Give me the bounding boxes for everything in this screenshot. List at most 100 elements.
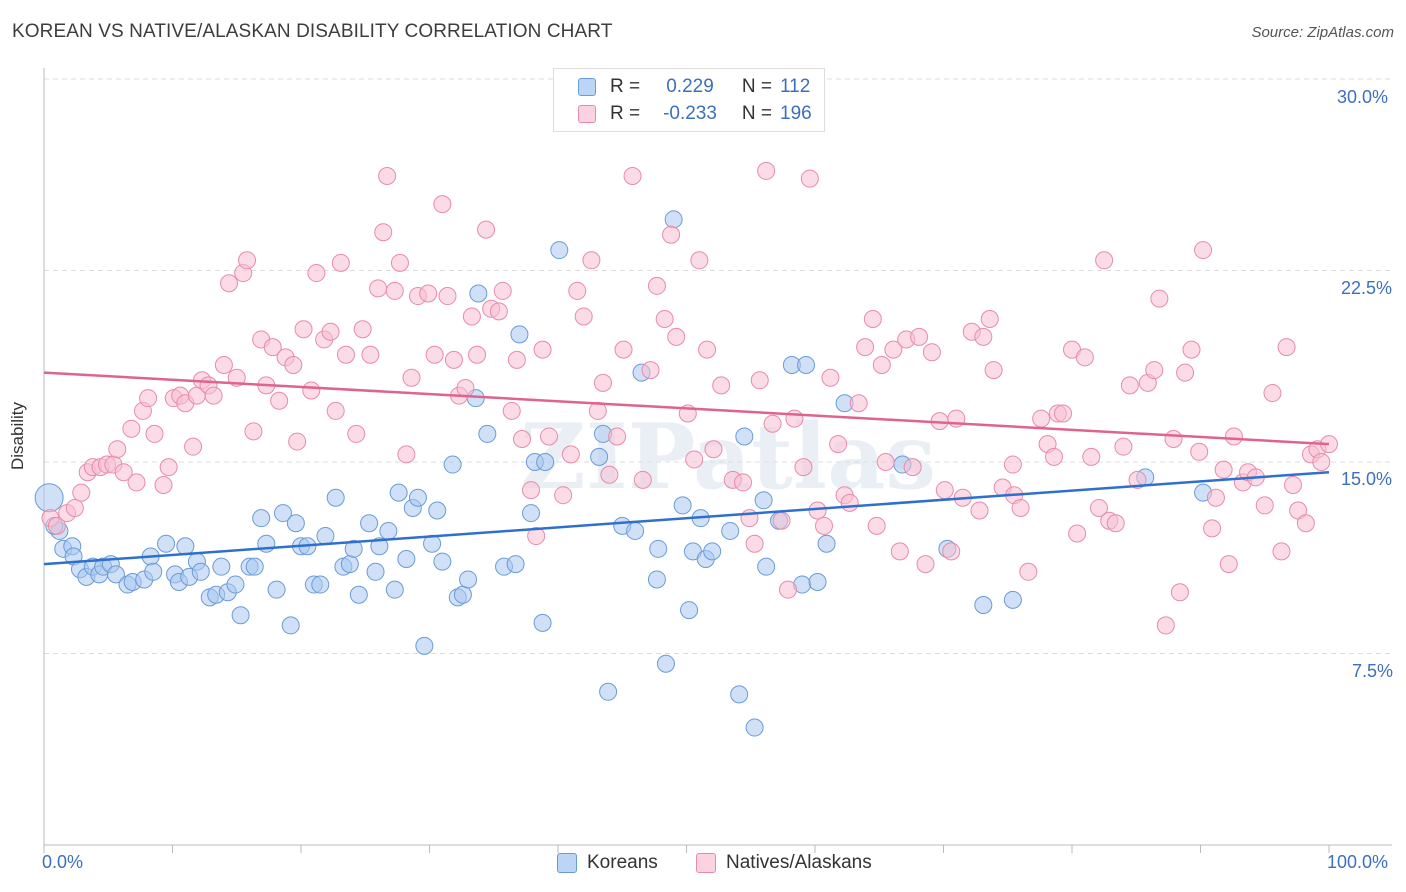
native-point [623, 167, 642, 186]
y-tick-label: 22.5% [1341, 278, 1393, 298]
native-point [863, 310, 882, 329]
korean-point [1003, 590, 1022, 609]
korean-point [673, 496, 692, 515]
native-point [122, 419, 141, 438]
native-point [1284, 475, 1303, 494]
native-point [1272, 542, 1291, 561]
natives-swatch [578, 105, 596, 123]
korean-point [144, 562, 163, 581]
native-point [540, 427, 559, 446]
native-point [685, 450, 704, 469]
native-point [698, 340, 717, 359]
native-point [614, 340, 633, 359]
native-point [1170, 583, 1189, 602]
korean-point [647, 570, 666, 589]
native-point [65, 498, 84, 517]
native-point [489, 302, 508, 321]
korean-point [397, 550, 416, 569]
native-point [1156, 616, 1175, 635]
native-point [1095, 251, 1114, 270]
korean-point [360, 514, 379, 533]
korean-point [34, 483, 64, 513]
native-point [270, 391, 289, 410]
native-point [1114, 437, 1133, 456]
native-point [47, 516, 66, 535]
korean-point [808, 573, 827, 592]
native-point [438, 287, 457, 306]
native-point [647, 276, 666, 295]
native-point [1176, 363, 1195, 382]
native-point [513, 430, 532, 449]
native-point [561, 445, 580, 464]
korean-point [245, 557, 264, 576]
native-point [785, 409, 804, 428]
native-point [1145, 361, 1164, 380]
native-point [72, 483, 91, 502]
native-point [390, 253, 409, 272]
chart-title: KOREAN VS NATIVE/ALASKAN DISABILITY CORR… [12, 21, 613, 42]
native-point [385, 281, 404, 300]
legend-row-koreans: R = 0.229 N = 112 [578, 75, 810, 99]
native-point [745, 534, 764, 553]
korean-point [459, 570, 478, 589]
native-point [220, 274, 239, 293]
native-point [477, 220, 496, 239]
native-point [456, 378, 475, 397]
bottom-legend-koreans: Koreans [557, 852, 658, 874]
y-tick-label: 15.0% [1341, 469, 1393, 489]
korean-point [664, 210, 683, 229]
y-tick-label: 7.5% [1352, 661, 1394, 681]
native-point [159, 458, 178, 477]
korean-point [349, 585, 368, 604]
native-point [633, 470, 652, 489]
native-point [903, 458, 922, 477]
korean-point [757, 557, 776, 576]
korean-point [366, 562, 385, 581]
native-point [288, 432, 307, 451]
native-point [522, 481, 541, 500]
native-point [690, 251, 709, 270]
native-point [734, 473, 753, 492]
korean-point [231, 606, 250, 625]
korean-point [311, 575, 330, 594]
native-point [980, 310, 999, 329]
koreans-legend-label: Koreans [587, 852, 658, 873]
korean-point [157, 534, 176, 553]
native-point [808, 501, 827, 520]
native-point [244, 422, 263, 441]
native-point [574, 307, 593, 326]
korean-point [389, 483, 408, 502]
native-point [608, 427, 627, 446]
native-point [794, 458, 813, 477]
native-point [326, 401, 345, 420]
native-point [1182, 340, 1201, 359]
native-point [600, 465, 619, 484]
native-point [593, 373, 612, 392]
korean-point [536, 453, 555, 471]
native-point [1068, 524, 1087, 543]
native-point [1263, 384, 1282, 403]
native-point [1128, 470, 1147, 489]
native-point [1224, 427, 1243, 446]
native-point [641, 361, 660, 380]
y-axis-title: Disability [8, 401, 27, 470]
native-point [1219, 555, 1238, 574]
native-point [922, 343, 941, 362]
native-point [307, 264, 326, 283]
native-point [1312, 453, 1331, 471]
source-label: Source: ZipAtlas.com [1251, 24, 1394, 41]
r-label: R = [610, 76, 641, 97]
native-point [974, 327, 993, 346]
native-point [1190, 442, 1209, 461]
native-point [378, 167, 397, 186]
r-value: -0.233 [663, 103, 717, 124]
native-point [840, 493, 859, 512]
native-point [139, 389, 158, 408]
native-point [916, 555, 935, 574]
native-point [433, 195, 452, 214]
korean-point [510, 325, 529, 344]
x-tick-label-max: 100.0% [1327, 852, 1389, 872]
korean-point [745, 718, 764, 737]
native-point [369, 279, 388, 298]
